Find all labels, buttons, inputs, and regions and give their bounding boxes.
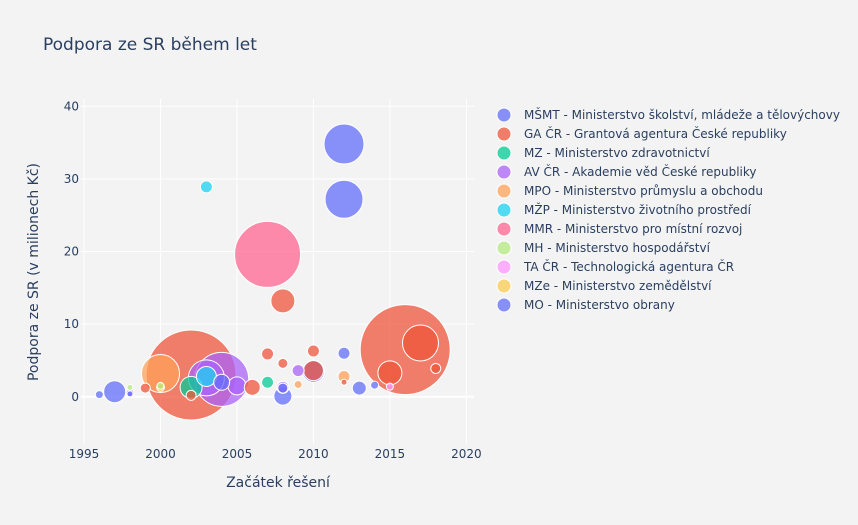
bubble-point[interactable]: [377, 360, 403, 386]
bubble-point[interactable]: [385, 382, 394, 391]
bubble-point[interactable]: [234, 220, 302, 288]
bubble-point[interactable]: [126, 390, 134, 398]
bubble-point[interactable]: [430, 362, 442, 374]
legend-marker: [496, 221, 512, 237]
bubble-point[interactable]: [323, 123, 365, 165]
bubble-point[interactable]: [306, 344, 320, 358]
legend-item[interactable]: GA ČR - Grantová agentura České republik…: [496, 126, 787, 142]
legend-item[interactable]: MZe - Ministerstvo zemědělství: [496, 278, 712, 294]
plot-area: [94, 123, 451, 421]
legend-label: TA ČR - Technologická agentura ČR: [523, 259, 734, 274]
legend-marker: [496, 183, 512, 199]
bubble-point[interactable]: [126, 383, 134, 391]
bubble-point[interactable]: [291, 364, 305, 378]
bubble-point[interactable]: [293, 379, 303, 389]
legend-label: MŽP - Ministerstvo životního prostředí: [524, 202, 752, 217]
legend-label: MŠMT - Ministerstvo školství, mládeže a …: [524, 107, 840, 122]
legend[interactable]: MŠMT - Ministerstvo školství, mládeže a …: [496, 107, 840, 313]
x-tick-label: 2005: [222, 447, 253, 461]
legend-marker: [496, 107, 512, 123]
x-tick-label: 2010: [298, 447, 329, 461]
bubble-point[interactable]: [213, 373, 231, 391]
legend-item[interactable]: MH - Ministerstvo hospodářství: [496, 240, 711, 256]
legend-item[interactable]: MZ - Ministerstvo zdravotnictví: [496, 145, 710, 161]
legend-label: MH - Ministerstvo hospodářství: [524, 241, 711, 255]
tick-labels: 1995 2000 2005 2010 2015 2020 0 10 20 30 40: [64, 99, 482, 461]
legend-marker: [496, 240, 512, 256]
bubble-point[interactable]: [261, 375, 275, 389]
legend-item[interactable]: MO - Ministerstvo obrany: [496, 297, 675, 313]
legend-marker: [496, 259, 512, 275]
x-axis-title: Začátek řešení: [226, 475, 331, 491]
bubble-point[interactable]: [139, 382, 151, 394]
bubble-point[interactable]: [94, 390, 104, 400]
legend-label: MZe - Ministerstvo zemědělství: [524, 279, 712, 293]
bubble-point[interactable]: [340, 378, 348, 386]
bubble-point[interactable]: [370, 380, 380, 390]
bubble-point[interactable]: [324, 179, 364, 219]
y-tick-label: 20: [64, 245, 79, 259]
legend-marker: [496, 297, 512, 313]
bubble-point[interactable]: [141, 354, 181, 394]
y-tick-label: 10: [64, 317, 79, 331]
bubble-point[interactable]: [156, 381, 165, 390]
legend-item[interactable]: MŠMT - Ministerstvo školství, mládeže a …: [496, 107, 840, 123]
legend-label: AV ČR - Akademie věd České republiky: [524, 164, 757, 179]
legend-marker: [496, 126, 512, 142]
legend-item[interactable]: MŽP - Ministerstvo životního prostředí: [496, 202, 752, 218]
legend-label: MMR - Ministerstvo pro místní rozvoj: [524, 222, 742, 236]
y-tick-label: 30: [64, 172, 79, 186]
bubble-point[interactable]: [103, 380, 127, 404]
legend-marker: [496, 278, 512, 294]
legend-item[interactable]: AV ČR - Akademie věd České republiky: [496, 164, 757, 180]
bubble-point[interactable]: [270, 288, 296, 314]
bubble-point[interactable]: [185, 389, 197, 401]
legend-item[interactable]: MPO - Ministerstvo průmyslu a obchodu: [496, 183, 763, 199]
x-tick-label: 2000: [145, 447, 176, 461]
bubble-point[interactable]: [261, 347, 275, 361]
legend-marker: [496, 164, 512, 180]
legend-marker: [496, 145, 512, 161]
legend-label: GA ČR - Grantová agentura České republik…: [524, 126, 787, 141]
legend-marker: [496, 202, 512, 218]
chart-title: Podpora ze SR během let: [43, 35, 257, 55]
bubble-point[interactable]: [277, 357, 289, 369]
bubble-point[interactable]: [243, 378, 261, 396]
x-tick-label: 2020: [451, 447, 482, 461]
legend-item[interactable]: TA ČR - Technologická agentura ČR: [496, 259, 734, 275]
x-tick-label: 1995: [69, 447, 100, 461]
legend-label: MPO - Ministerstvo průmyslu a obchodu: [524, 184, 763, 198]
bubble-point[interactable]: [199, 180, 213, 194]
legend-label: MO - Ministerstvo obrany: [524, 298, 675, 312]
y-tick-label: 40: [64, 99, 79, 113]
y-tick-label: 0: [71, 390, 79, 404]
bubble-point[interactable]: [401, 324, 439, 362]
legend-label: MZ - Ministerstvo zdravotnictví: [524, 146, 710, 160]
bubble-point[interactable]: [302, 360, 324, 382]
bubble-point[interactable]: [351, 380, 367, 396]
bubble-point[interactable]: [337, 346, 351, 360]
bubble-point[interactable]: [227, 376, 247, 396]
x-tick-label: 2015: [375, 447, 406, 461]
grid: [81, 99, 474, 444]
bubble-point[interactable]: [277, 382, 289, 394]
legend-item[interactable]: MMR - Ministerstvo pro místní rozvoj: [496, 221, 742, 237]
y-axis-title: Podpora ze SR (v milionech Kč): [26, 163, 42, 381]
